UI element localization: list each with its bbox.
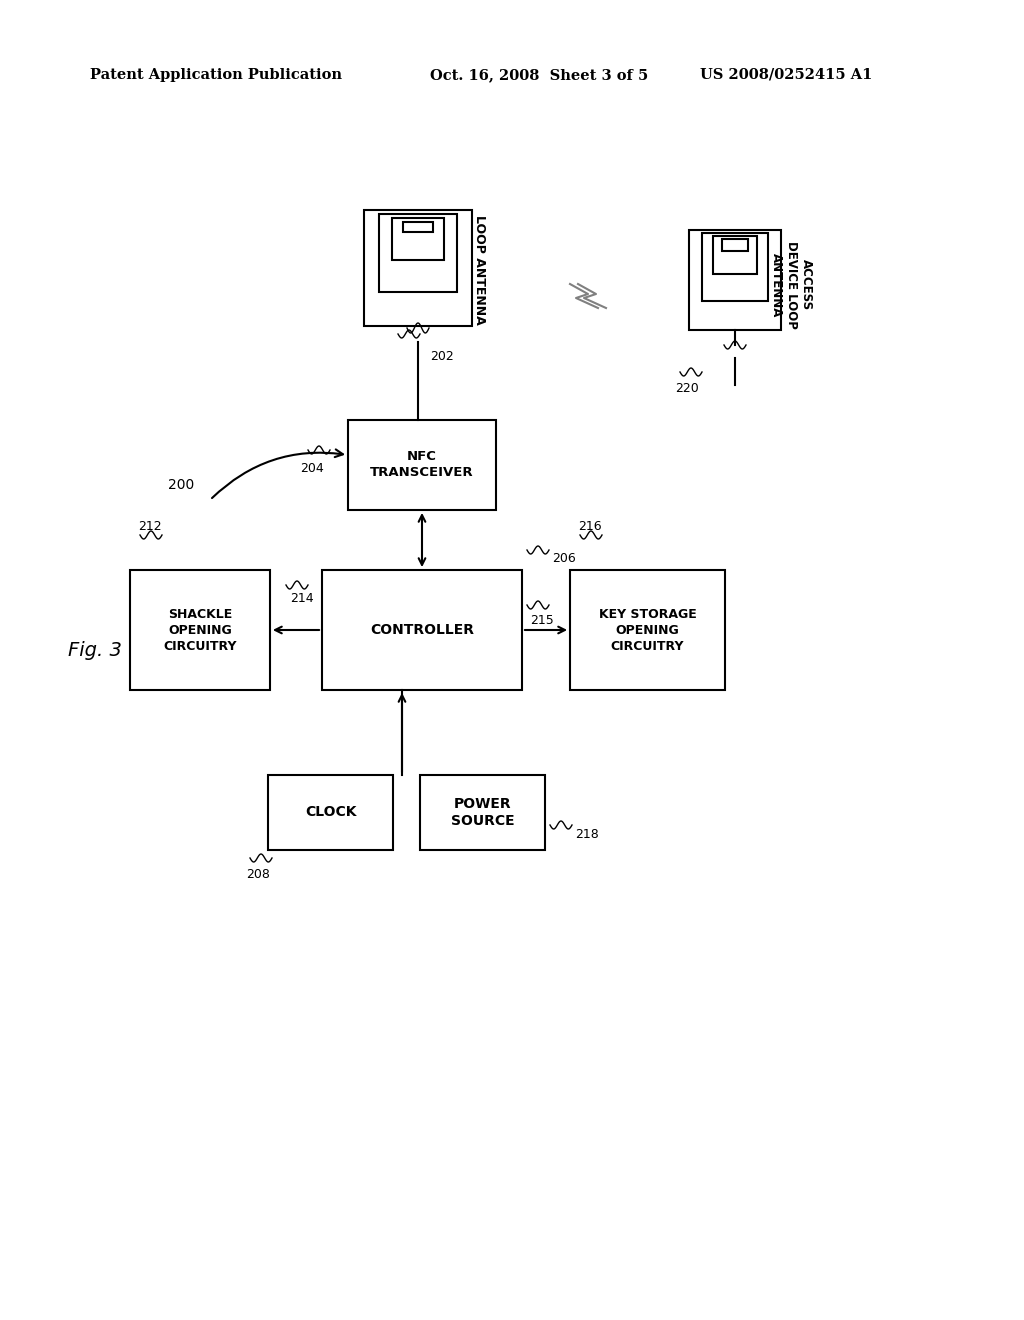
Text: LOOP ANTENNA: LOOP ANTENNA (473, 215, 486, 325)
Text: 216: 216 (578, 520, 602, 532)
Bar (420, 775, 545, 850)
Text: 220: 220 (675, 381, 698, 395)
Text: NFC
TRANSCEIVER: NFC TRANSCEIVER (371, 450, 474, 479)
Bar (322, 570, 522, 690)
Text: KEY STORAGE
OPENING
CIRCUITRY: KEY STORAGE OPENING CIRCUITRY (599, 607, 696, 652)
Text: 208: 208 (246, 867, 270, 880)
Text: 214: 214 (291, 591, 314, 605)
Text: SHACKLE
OPENING
CIRCUITRY: SHACKLE OPENING CIRCUITRY (163, 607, 237, 652)
Text: 218: 218 (575, 828, 599, 841)
Text: ACCESS
DEVICE LOOP
ANTENNA: ACCESS DEVICE LOOP ANTENNA (769, 242, 812, 329)
Bar (392, 218, 444, 260)
Text: Patent Application Publication: Patent Application Publication (90, 69, 342, 82)
Bar (713, 236, 757, 275)
Bar (722, 239, 748, 251)
Bar (268, 775, 393, 850)
Text: 202: 202 (430, 350, 454, 363)
Text: 204: 204 (300, 462, 324, 474)
Text: CLOCK: CLOCK (305, 805, 356, 820)
Bar (379, 214, 457, 292)
Text: POWER
SOURCE: POWER SOURCE (451, 797, 514, 828)
Bar (570, 570, 725, 690)
Text: CONTROLLER: CONTROLLER (370, 623, 474, 638)
Text: 212: 212 (138, 520, 162, 532)
Text: 206: 206 (552, 552, 575, 565)
Text: 215: 215 (530, 614, 554, 627)
Bar (689, 230, 781, 330)
Text: Fig. 3: Fig. 3 (68, 640, 122, 660)
Bar (348, 420, 496, 510)
Bar (403, 222, 433, 232)
Text: Oct. 16, 2008  Sheet 3 of 5: Oct. 16, 2008 Sheet 3 of 5 (430, 69, 648, 82)
Bar (702, 234, 768, 301)
Bar (364, 210, 472, 326)
Text: 200: 200 (168, 478, 195, 492)
Bar (130, 570, 270, 690)
Text: US 2008/0252415 A1: US 2008/0252415 A1 (700, 69, 872, 82)
